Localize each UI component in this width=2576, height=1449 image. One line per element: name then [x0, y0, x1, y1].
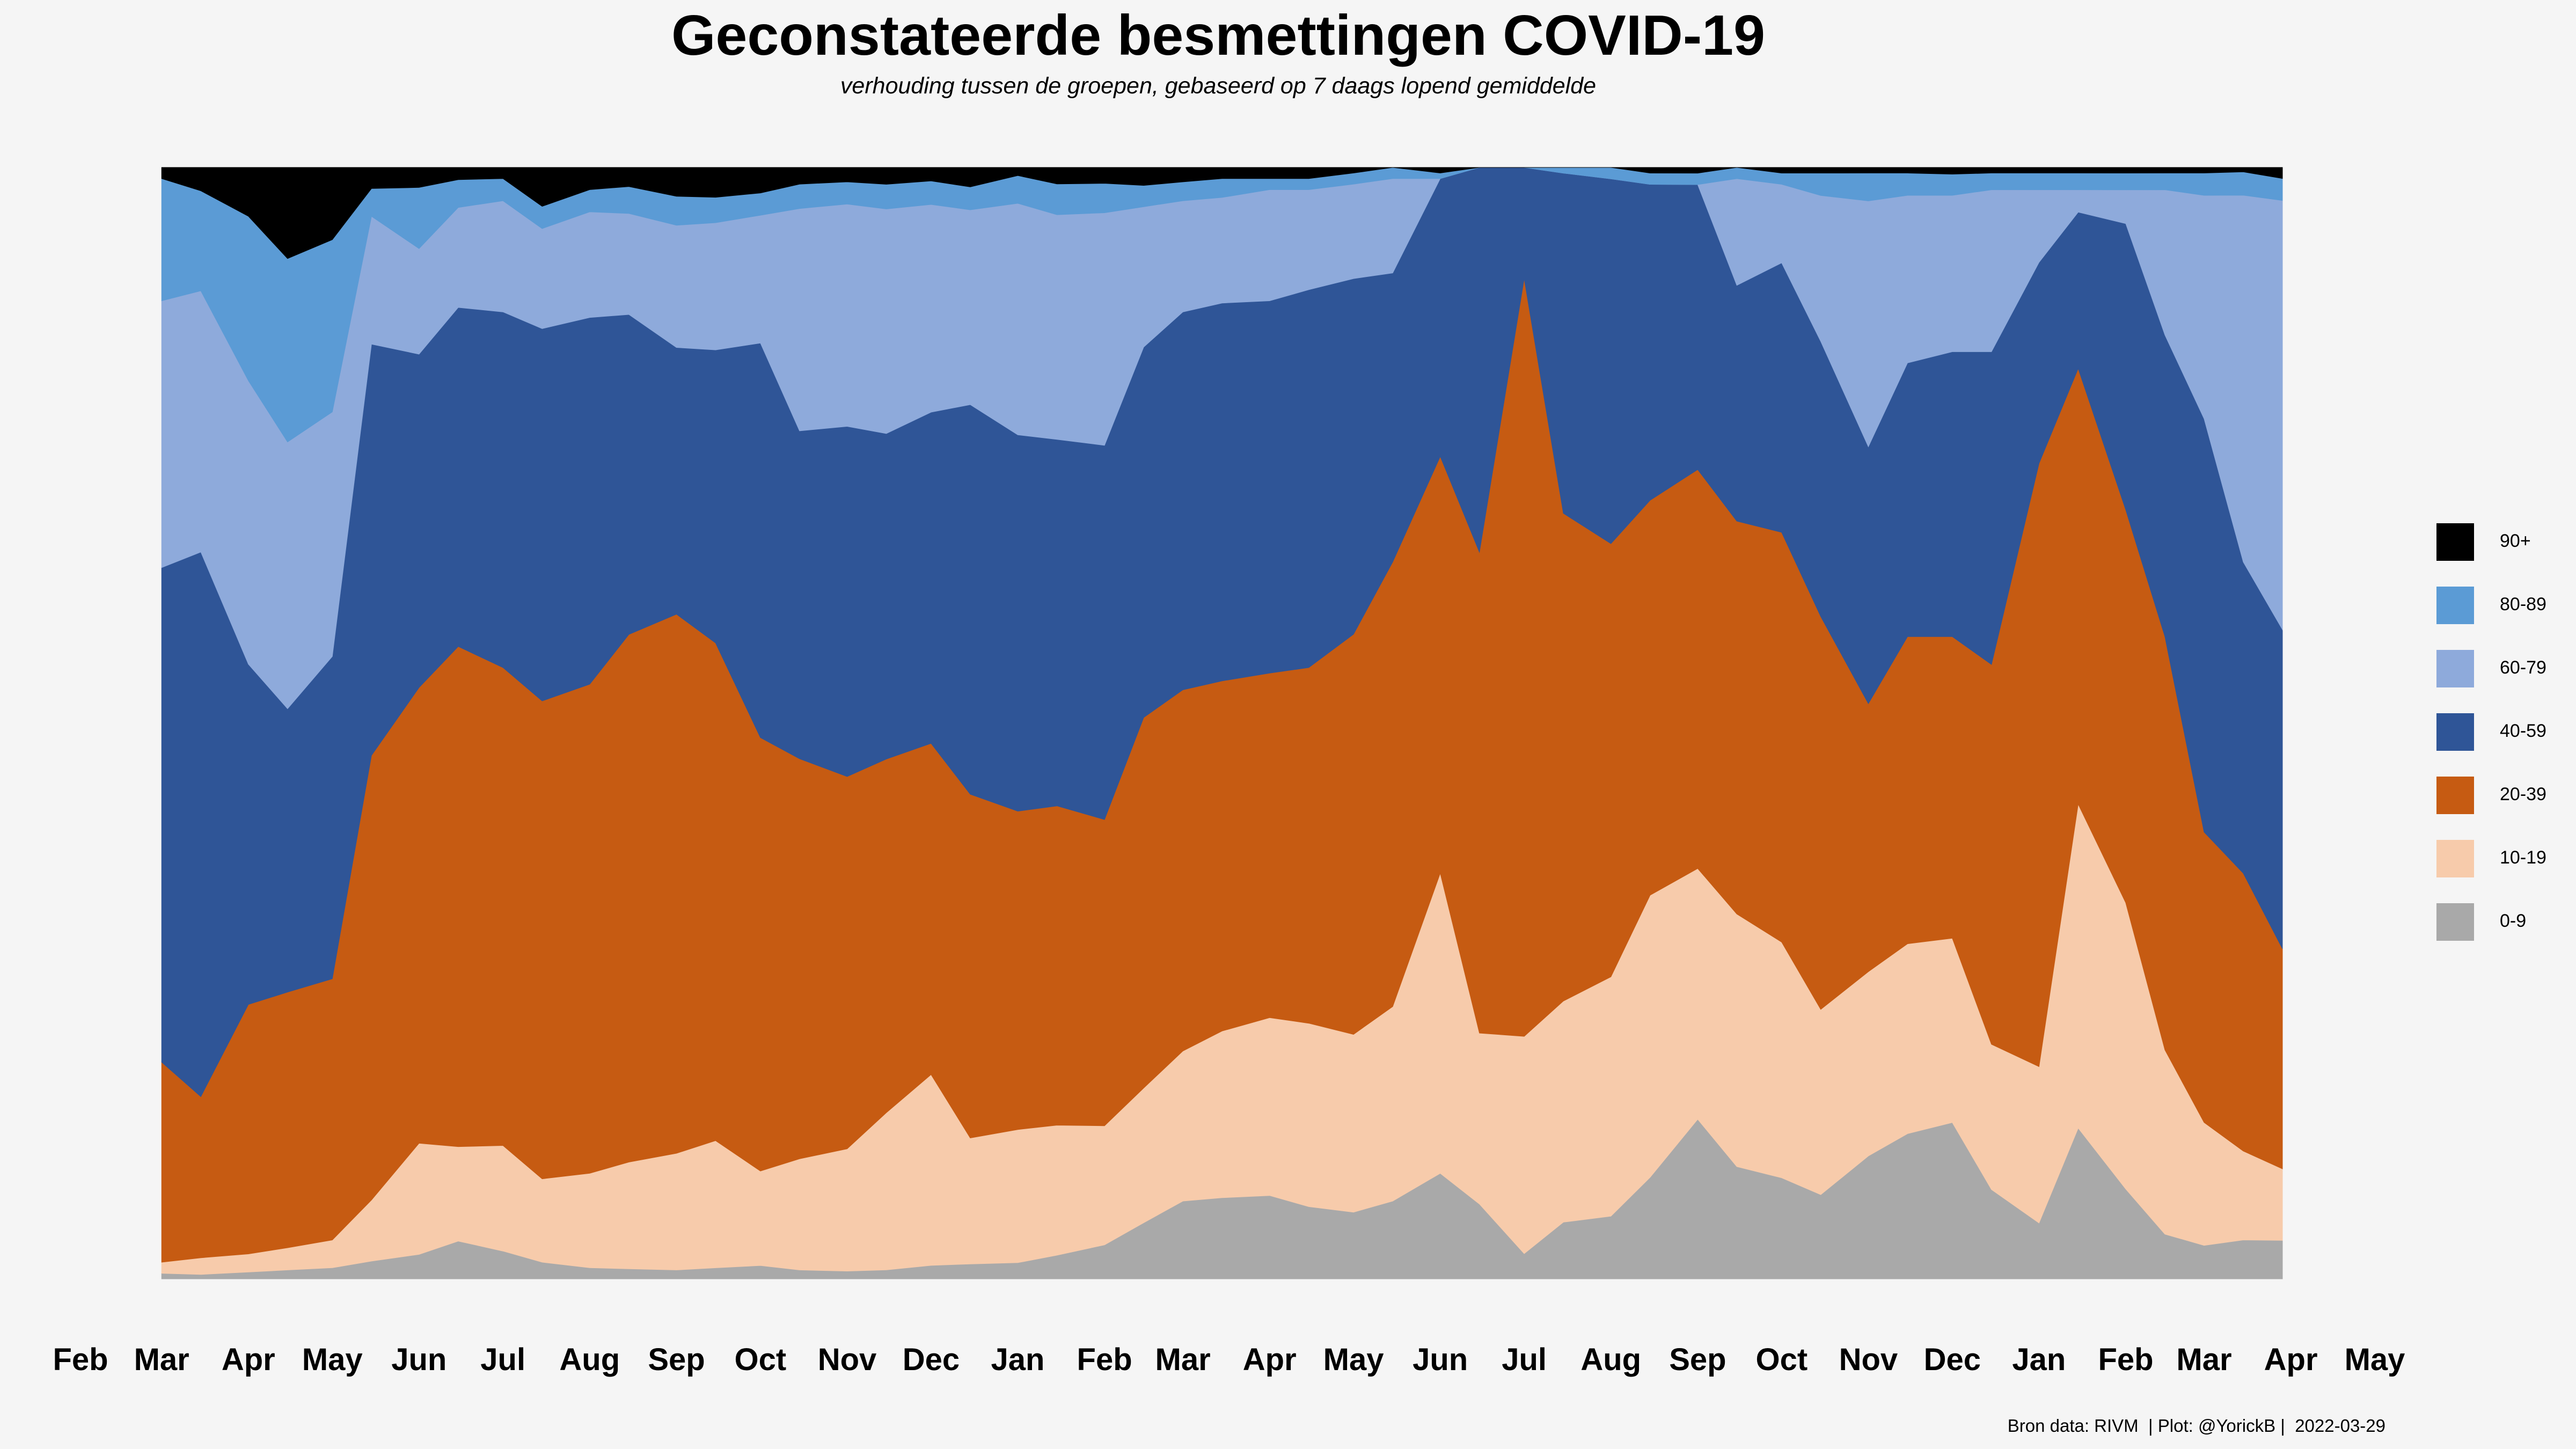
x-tick-label: Apr — [2264, 1342, 2318, 1377]
legend-item: 60-79 — [2436, 650, 2571, 687]
legend-label: 90+ — [2500, 531, 2531, 551]
chart-title: Geconstateerde besmettingen COVID-19 — [671, 4, 1766, 67]
chart-subtitle: verhouding tussen de groepen, gebaseerd … — [840, 73, 1597, 99]
legend-item: 10-19 — [2436, 840, 2571, 877]
legend-label: 60-79 — [2500, 657, 2546, 678]
legend-label: 10-19 — [2500, 847, 2546, 868]
x-tick-label: Feb — [53, 1342, 108, 1377]
legend-swatch — [2436, 713, 2474, 751]
x-axis-tick-labels: Feb Mar Apr May Jun Jul Aug Sep Oct Nov Dec Jan Feb M… — [53, 1342, 2405, 1377]
legend-swatch — [2436, 840, 2474, 877]
legend-label: 80-89 — [2500, 594, 2546, 614]
legend-item: 20-39 — [2436, 777, 2571, 814]
area-series-90+ — [161, 167, 2283, 259]
x-tick-label: Dec — [903, 1342, 960, 1377]
legend-label: 40-59 — [2500, 721, 2546, 741]
legend-swatch — [2436, 650, 2474, 687]
x-tick-label: Feb — [1077, 1342, 1132, 1377]
legend-swatch — [2436, 587, 2474, 624]
x-tick-label: Dec — [1924, 1342, 1981, 1377]
x-tick-label: Apr — [222, 1342, 275, 1377]
x-tick-label: Jul — [480, 1342, 525, 1377]
area-series-group — [161, 167, 2283, 1279]
x-tick-label: Mar — [1155, 1342, 1211, 1377]
legend-item: 40-59 — [2436, 713, 2571, 751]
x-tick-label: Mar — [2176, 1342, 2231, 1377]
legend-label: 20-39 — [2500, 784, 2546, 804]
x-tick-label: Oct — [735, 1342, 787, 1377]
x-tick-label: Jun — [1413, 1342, 1468, 1377]
x-tick-label: Nov — [818, 1342, 877, 1377]
x-tick-label: Jan — [2012, 1342, 2066, 1377]
x-tick-label: Sep — [648, 1342, 705, 1377]
source-caption: Bron data: RIVM | Plot: @YorickB | 2022-… — [2007, 1416, 2385, 1436]
x-tick-label: Mar — [134, 1342, 189, 1377]
legend-item: 0-9 — [2436, 903, 2571, 941]
x-tick-label: Oct — [1755, 1342, 1807, 1377]
legend-swatch — [2436, 777, 2474, 814]
x-tick-label: Sep — [1669, 1342, 1726, 1377]
legend-item: 90+ — [2436, 523, 2571, 561]
x-tick-label: Aug — [1580, 1342, 1641, 1377]
legend-item: 80-89 — [2436, 587, 2571, 624]
x-tick-label: Nov — [1839, 1342, 1898, 1377]
x-tick-label: Aug — [559, 1342, 620, 1377]
x-tick-label: Jun — [391, 1342, 447, 1377]
x-tick-label: May — [2345, 1342, 2405, 1377]
x-tick-label: Feb — [2098, 1342, 2153, 1377]
x-tick-label: Jan — [991, 1342, 1045, 1377]
x-tick-label: May — [1323, 1342, 1384, 1377]
x-tick-label: May — [302, 1342, 363, 1377]
x-tick-label: Apr — [1243, 1342, 1297, 1377]
x-tick-label: Jul — [1502, 1342, 1547, 1377]
legend-label: 0-9 — [2500, 911, 2527, 931]
legend-swatch — [2436, 903, 2474, 941]
legend-swatch — [2436, 523, 2474, 561]
